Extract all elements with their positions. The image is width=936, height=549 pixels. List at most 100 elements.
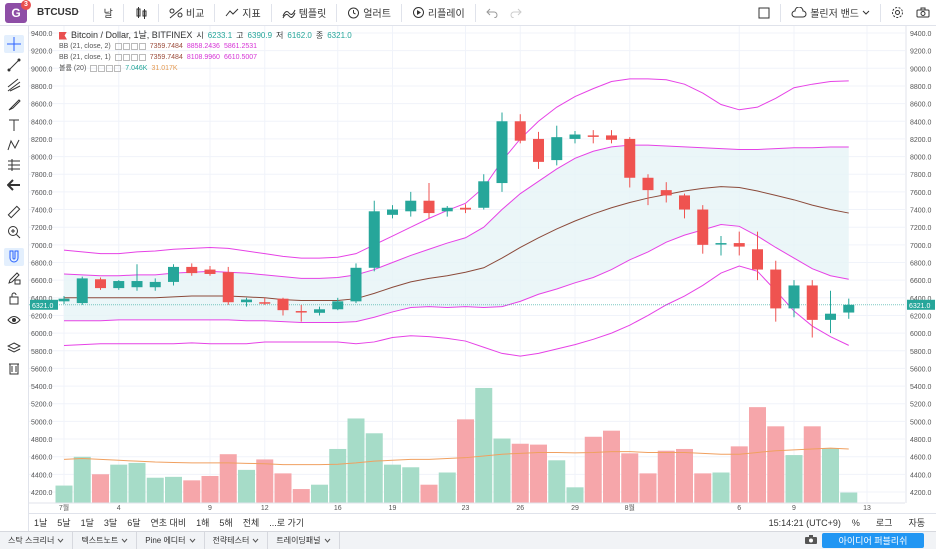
text-tool-button[interactable]: [4, 116, 24, 134]
legend-bb2-row[interactable]: BB (21, close, 1) 7359.7484 8108.9960 66…: [59, 52, 352, 63]
delete-drawings-button[interactable]: [4, 359, 24, 377]
toolbar-divider: [270, 3, 272, 22]
indicators-icon: [225, 8, 239, 18]
pitchfork-tool-button[interactable]: [4, 76, 24, 94]
undo-button[interactable]: [480, 2, 504, 24]
interval-button[interactable]: 날: [98, 2, 119, 24]
forecast-icon: [7, 158, 21, 172]
layout-save-button[interactable]: 볼린저 밴드: [785, 2, 876, 24]
gear-icon: [891, 6, 904, 19]
pattern-tool-button[interactable]: [4, 136, 24, 154]
stay-drawing-button[interactable]: [4, 269, 24, 287]
footer-tab[interactable]: Pine 에디터: [137, 531, 205, 549]
price-axis-label: 7600.0: [910, 190, 932, 197]
footer-tab[interactable]: 전략테스터: [205, 531, 269, 549]
replay-button[interactable]: 리플레이: [406, 2, 471, 24]
chart-style-button[interactable]: [128, 2, 154, 24]
brush-tool-button[interactable]: [4, 96, 24, 114]
chart-pane[interactable]: 9400.0 9200.0 9000.0 8800.0 8600.0 8400.0 8200…: [29, 26, 936, 513]
price-axis-label: 9000.0: [910, 66, 932, 73]
time-axis-label: 6: [737, 505, 741, 512]
legend-bb1-row[interactable]: BB (21, close, 2) 7359.7484 8858.2436 58…: [59, 41, 352, 52]
chevron-down-icon: [58, 538, 64, 543]
price-axis-label: 9000.0: [31, 66, 53, 73]
indicator-controls[interactable]: [90, 65, 122, 72]
brush-icon: [7, 98, 21, 112]
crosshair-icon: [7, 37, 21, 51]
percent-scale-toggle[interactable]: %: [851, 517, 860, 528]
candle: [277, 297, 289, 316]
volume-bar: [676, 448, 693, 503]
candle-body: [204, 269, 216, 274]
publish-idea-button[interactable]: 아이디어 퍼블리쉬: [822, 533, 924, 548]
candle: [314, 306, 325, 316]
range-button[interactable]: 6달: [127, 518, 141, 528]
volume-bar: [274, 473, 292, 503]
price-chart-canvas[interactable]: 9400.0 9200.0 9000.0 8800.0 8600.0 8400.0 8200…: [29, 26, 936, 513]
time-axis-label: 9: [208, 505, 212, 512]
price-axis-label: 4800.0: [910, 437, 932, 444]
footer-tab[interactable]: 트레이딩패널: [268, 531, 340, 549]
candle: [478, 174, 490, 210]
candle-body: [496, 121, 508, 184]
hide-drawings-button[interactable]: [4, 311, 24, 329]
range-button[interactable]: 5날: [57, 518, 71, 528]
range-button[interactable]: 1날: [34, 518, 48, 528]
indicator-controls[interactable]: [114, 43, 146, 50]
candle: [551, 125, 563, 166]
clock[interactable]: 15:14:21 (UTC+9): [768, 517, 841, 528]
footer-tab-label: 전략테스터: [212, 536, 250, 545]
bb2-lower-value: 6610.5007: [223, 54, 258, 61]
range-button[interactable]: 연초 대비: [150, 518, 187, 528]
footer-tab[interactable]: 텍스트노트: [73, 531, 138, 549]
legend-volume-row[interactable]: 볼륨 (20) 7.046K 31.017K: [59, 63, 352, 74]
magnet-tool-button[interactable]: [4, 248, 24, 266]
candle: [606, 130, 617, 144]
candle: [241, 297, 252, 307]
range-button[interactable]: 1해: [196, 518, 210, 528]
volume-bar: [219, 454, 237, 503]
user-menu-button[interactable]: G 3: [5, 0, 31, 23]
compare-button[interactable]: 비교: [163, 2, 210, 24]
price-axis-label: 6600.0: [910, 278, 932, 285]
snapshot-button[interactable]: [910, 2, 936, 24]
indicators-button[interactable]: 지표: [219, 2, 266, 24]
zoom-tool-button[interactable]: [4, 223, 24, 241]
time-axis-label: 23: [462, 505, 470, 512]
symbol-search-button[interactable]: BTCUSD: [31, 2, 89, 24]
alerts-button[interactable]: 얼러트: [341, 2, 397, 24]
templates-button[interactable]: 템플릿: [276, 2, 333, 24]
log-scale-toggle[interactable]: 로그: [875, 518, 893, 528]
fullscreen-button[interactable]: [752, 2, 776, 24]
range-buttons: 1날 5날 1달 3달 6달 연초 대비 1해 5해 전체 ...로 가기: [29, 516, 309, 529]
range-button[interactable]: 5해: [219, 518, 233, 528]
candle-body: [606, 135, 617, 140]
ruler-tool-button[interactable]: [4, 203, 24, 221]
last-price-tag-label: 6321.0: [32, 303, 54, 310]
auto-scale-toggle[interactable]: 자동: [908, 518, 925, 528]
settings-button[interactable]: [885, 2, 910, 24]
toolbar-divider: [474, 3, 476, 22]
price-axis-label: 4200.0: [910, 490, 932, 497]
candle-body: [733, 243, 745, 247]
lock-drawings-button[interactable]: [4, 289, 24, 307]
object-tree-button[interactable]: [4, 339, 24, 357]
volume-bar: [511, 443, 529, 503]
indicator-controls[interactable]: [114, 54, 146, 61]
crosshair-tool-button[interactable]: [4, 35, 24, 53]
top-toolbar: G 3 BTCUSD 날 비교 지표 템플릿 얼러트: [0, 0, 936, 26]
footer-tab[interactable]: 스탁 스크리너: [0, 531, 74, 549]
price-axis-label: 8000.0: [31, 155, 53, 162]
candle: [405, 191, 417, 217]
camera-icon[interactable]: [804, 534, 818, 545]
range-button[interactable]: ...로 가기: [269, 518, 305, 528]
range-button[interactable]: 3달: [103, 518, 118, 528]
undo-icon: [486, 8, 498, 18]
back-arrow-tool-button[interactable]: [4, 176, 24, 194]
redo-button[interactable]: [504, 2, 528, 24]
forecast-tool-button[interactable]: [4, 156, 24, 174]
range-button[interactable]: 전체: [242, 518, 260, 528]
range-button[interactable]: 1달: [80, 518, 94, 528]
time-axis-label: 29: [571, 505, 579, 512]
trendline-tool-button[interactable]: [4, 56, 24, 74]
